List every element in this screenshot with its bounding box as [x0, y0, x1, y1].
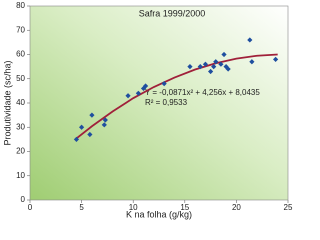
point [101, 122, 107, 128]
point [79, 124, 85, 130]
y-tick-label: 0 [21, 195, 26, 204]
equation: Y = -0,0871x² + 4,256x + 8,0435 [145, 88, 260, 97]
x-axis-title: K na folha (g/kg) [126, 209, 192, 219]
point [87, 131, 93, 138]
point [89, 112, 95, 118]
page: {"chart_data": {"type": "scatter", "titl… [2, 1, 293, 220]
point [247, 37, 253, 43]
x-tick-label: 15 [180, 203, 189, 212]
point [102, 117, 108, 123]
x-tick-label: 25 [284, 203, 293, 212]
y-tick-label: 30 [16, 122, 25, 131]
y-tick-label: 70 [16, 25, 25, 34]
y-tick-label: 50 [16, 74, 25, 83]
x-tick-label: 20 [232, 203, 241, 212]
point [142, 83, 149, 89]
point [218, 61, 224, 67]
plot-area [29, 5, 289, 201]
chart: Safra 1999/2000 Y = -0,0871x² + 4,256x +… [2, 1, 293, 219]
x-tick-label: 0 [28, 203, 33, 212]
point [211, 64, 217, 70]
point [73, 136, 80, 142]
y-tick-label: 80 [16, 1, 25, 10]
y-tick-label: 10 [16, 171, 25, 180]
y-tick-label: 20 [16, 147, 25, 156]
point [161, 81, 167, 87]
point [221, 51, 227, 58]
x-tick-label: 5 [79, 203, 84, 212]
point [187, 64, 193, 70]
point [249, 59, 255, 65]
point [135, 90, 141, 96]
r-squared: R² = 0,9533 [145, 98, 188, 107]
point [273, 56, 279, 62]
y-tick-label: 40 [16, 98, 25, 107]
y-axis-title: Produtividade (sc/ha) [2, 60, 12, 145]
trend-line [75, 53, 278, 140]
point [125, 93, 131, 99]
point [208, 68, 214, 75]
point [202, 61, 209, 67]
x-tick-label: 10 [129, 203, 138, 212]
point [213, 59, 219, 65]
point [225, 66, 231, 72]
chart-title: Safra 1999/2000 [139, 8, 206, 18]
y-tick-label: 60 [16, 50, 25, 59]
point [197, 64, 203, 70]
